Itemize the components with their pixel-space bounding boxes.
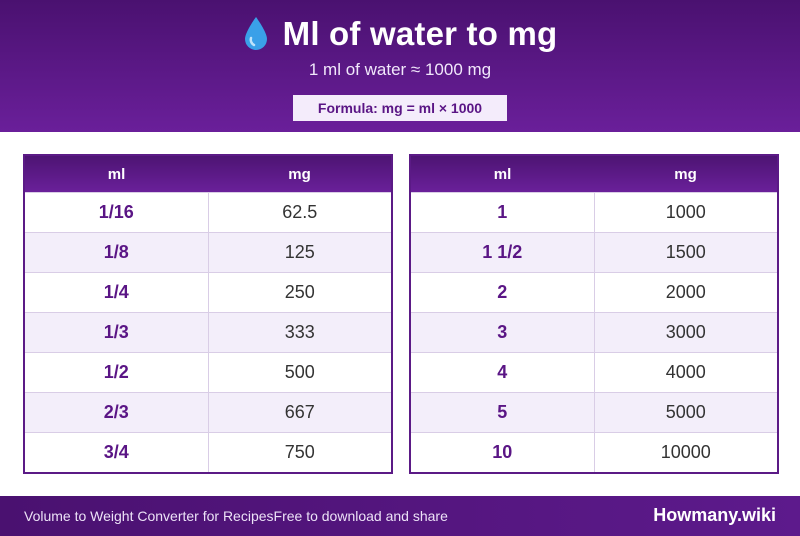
ml-cell: 1 [411,192,595,233]
mg-cell: 3000 [594,312,777,353]
ml-cell: 4 [411,352,595,393]
ml-cell: 1/2 [25,352,209,393]
ml-cell: 5 [411,392,595,433]
mg-cell: 333 [208,312,391,353]
ml-cell: 1/16 [25,192,209,233]
table-header-row: ml mg [411,156,777,193]
ml-cell: 2 [411,272,595,313]
page-title: Ml of water to mg [282,15,558,52]
conversion-table-right: ml mg 1 1000 1 1/2 1500 2 2000 3 3000 4 4000 … [409,154,779,474]
column-header-ml: ml [411,156,594,193]
table-row: 1/2 500 [25,352,391,393]
footer-description: Volume to Weight Converter for RecipesFr… [24,508,448,524]
mg-cell: 10000 [594,432,777,472]
table-row: 2 2000 [411,272,777,313]
table-row: 1/16 62.5 [25,192,391,233]
table-row: 3/4 750 [25,432,391,472]
column-header-mg: mg [594,156,777,193]
table-row: 1/8 125 [25,232,391,273]
brand-logo-text[interactable]: Howmany.wiki [653,505,776,525]
ml-cell: 1/4 [25,272,209,313]
page-subtitle: 1 ml of water ≈ 1000 mg [308,60,492,79]
mg-cell: 2000 [594,272,777,313]
conversion-table-left: ml mg 1/16 62.5 1/8 125 1/4 250 1/3 333 1/2 5… [23,154,393,474]
mg-cell: 125 [208,232,391,273]
table-row: 10 10000 [411,432,777,472]
mg-cell: 62.5 [208,192,391,233]
water-drop-icon [244,17,267,50]
table-row: 1 1000 [411,192,777,233]
table-row: 2/3 667 [25,392,391,433]
title-row: Ml of water to mg [0,14,800,54]
mg-cell: 500 [208,352,391,393]
footer-app-name: Volume to Weight Converter for Recipes [24,508,274,524]
column-header-mg: mg [208,156,391,193]
header-banner: Ml of water to mg 1 ml of water ≈ 1000 m… [0,0,800,132]
ml-cell: 1 1/2 [411,232,595,273]
column-header-ml: ml [25,156,208,193]
ml-cell: 3/4 [25,432,209,472]
table-row: 1 1/2 1500 [411,232,777,273]
table-row: 4 4000 [411,352,777,393]
ml-cell: 2/3 [25,392,209,433]
table-row: 3 3000 [411,312,777,353]
mg-cell: 5000 [594,392,777,433]
footer-bar: Volume to Weight Converter for RecipesFr… [0,496,800,536]
table-row: 1/3 333 [25,312,391,353]
footer-tagline: Free to download and share [273,508,448,524]
formula-badge: Formula: mg = ml × 1000 [293,95,507,121]
ml-cell: 3 [411,312,595,353]
mg-cell: 4000 [594,352,777,393]
mg-cell: 667 [208,392,391,433]
mg-cell: 1500 [594,232,777,273]
mg-cell: 1000 [594,192,777,233]
table-row: 1/4 250 [25,272,391,313]
mg-cell: 750 [208,432,391,472]
ml-cell: 1/8 [25,232,209,273]
ml-cell: 10 [411,432,595,472]
mg-cell: 250 [208,272,391,313]
table-header-row: ml mg [25,156,391,193]
table-row: 5 5000 [411,392,777,433]
ml-cell: 1/3 [25,312,209,353]
